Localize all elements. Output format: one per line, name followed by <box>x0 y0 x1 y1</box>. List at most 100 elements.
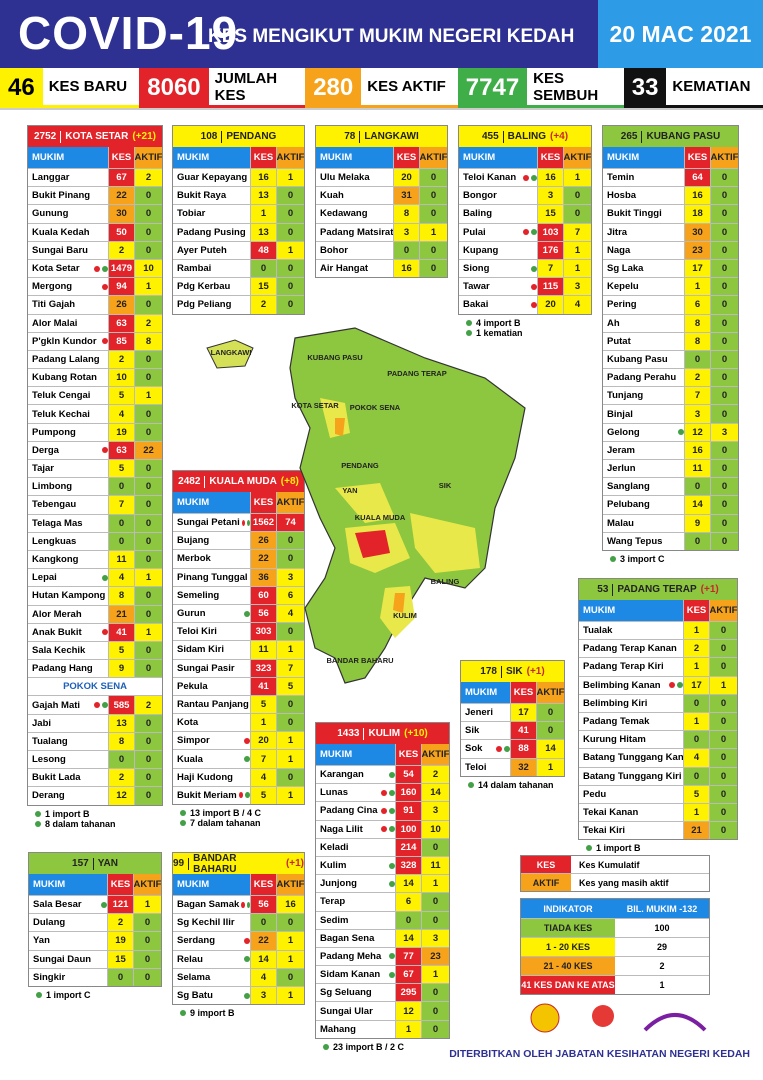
aktif-cell: 0 <box>134 660 162 678</box>
column-header: MUKIM KES AKTIF <box>316 744 449 765</box>
aktif-cell: 0 <box>133 932 161 950</box>
table-row: Lunas 160 14 <box>316 783 449 802</box>
kes-cell: 26 <box>108 296 134 314</box>
mukim-cell: Sg Laka <box>603 260 684 277</box>
column-header: MUKIM KES AKTIF <box>173 874 304 895</box>
kes-cell: 19 <box>108 423 134 441</box>
mukim-cell: Jeneri <box>461 704 510 721</box>
kes-cell: 54 <box>395 766 421 784</box>
kes-cell: 303 <box>250 623 276 641</box>
note: 1 import B <box>584 843 738 853</box>
mukim-cell: Derga <box>28 442 108 459</box>
mukim-cell: Serdang <box>173 932 250 949</box>
district: 108 PENDANG MUKIM KES AKTIF Guar Kepayang 16 1 B… <box>172 125 305 315</box>
mukim-name: Sg Seluang <box>320 987 372 999</box>
aktif-cell: 1 <box>536 758 564 776</box>
col-mukim: MUKIM <box>461 682 510 703</box>
aktif-cell: 1 <box>276 241 304 259</box>
district-new: (+1) <box>526 666 545 677</box>
note: 23 import B / 2 C <box>321 1042 450 1052</box>
mukim-cell: Bakai <box>459 296 537 313</box>
table-row: Rambai 0 0 <box>173 258 304 278</box>
district-header: 1433 KULIM (+10) <box>316 723 449 744</box>
col-mukim: MUKIM <box>28 147 108 168</box>
kes-cell: 6 <box>684 296 710 314</box>
mukim-cell: Padang Matsirat <box>316 224 393 241</box>
mukim-name: Kepelu <box>607 281 639 293</box>
table-row: Tawar 115 3 <box>459 277 591 296</box>
kes-cell: 15 <box>107 950 133 968</box>
col-aktif: AKTIF <box>133 874 161 895</box>
note-bullet <box>586 845 592 852</box>
aktif-cell: 0 <box>709 622 737 640</box>
aktif-cell: 0 <box>710 259 738 278</box>
note: 7 dalam tahanan <box>178 818 305 828</box>
col-kes: KES <box>537 147 563 168</box>
note: 13 import B / 4 C <box>178 808 305 818</box>
table-row: Teloi Kanan 16 1 <box>459 168 591 187</box>
stat-label: KES AKTIF <box>361 68 458 108</box>
note-bullet <box>466 319 472 326</box>
kes-cell: 8 <box>108 732 134 750</box>
mukim-cell: Padang Meha <box>316 948 395 965</box>
mukim-cell: Lesong <box>28 751 108 768</box>
kes-cell: 56 <box>250 604 276 623</box>
kes-cell: 2 <box>250 296 276 314</box>
aktif-cell: 0 <box>709 731 737 749</box>
aktif-cell: 0 <box>134 514 162 532</box>
kes-cell: 4 <box>250 768 276 786</box>
mukim-cell: Limbong <box>28 478 108 495</box>
kes-cell: 1562 <box>250 514 276 532</box>
kes-cell: 12 <box>684 423 710 441</box>
col-mukim: MUKIM <box>173 147 250 168</box>
notes: 1 import C <box>28 990 162 1000</box>
column-header: MUKIM KES AKTIF <box>579 600 737 621</box>
map-area <box>335 418 345 436</box>
aktif-cell: 0 <box>710 460 738 478</box>
note: 1 import C <box>34 990 162 1000</box>
note-text: 1 import B <box>596 843 641 854</box>
case-marker <box>101 901 107 908</box>
table-row: Tualak 1 0 <box>579 621 737 640</box>
case-marker <box>244 737 250 744</box>
mukim-name: Batang Tunggang Kanan <box>583 752 683 764</box>
map: LANGKAWI KUBANG PASU PADANG TERAP KOTA SETA… <box>206 327 526 684</box>
mukim-name: Belimbing Kiri <box>583 697 648 709</box>
district-table: 99 BANDAR BAHARU (+1) MUKIM KES AKTIF Bagan Sa… <box>172 852 305 1006</box>
stat-value: 8060 <box>139 68 209 108</box>
indicator-row: TIADA KES 100 <box>521 918 709 937</box>
mukim-name: Langgar <box>32 172 70 184</box>
table-row: Kuala 7 1 <box>173 749 304 768</box>
table-row: Padang Pusing 13 0 <box>173 222 304 241</box>
kes-cell: 8 <box>108 587 134 605</box>
col-kes: KES <box>250 147 276 168</box>
map-label: KOTA SETAR <box>291 401 339 410</box>
table-row: Hutan Kampong 8 0 <box>28 586 162 605</box>
kes-cell: 41 <box>108 623 134 641</box>
mukim-name: Tekai Kiri <box>583 825 626 837</box>
mukim-cell: Tawar <box>459 278 537 295</box>
indicator-label: 41 KES DAN KE ATAS <box>521 976 615 994</box>
aktif-cell: 0 <box>709 712 737 731</box>
mukim-cell: Pering <box>603 296 684 313</box>
kes-cell: 160 <box>395 784 421 802</box>
district-new: (+1) <box>285 858 304 869</box>
mukim-cell: Derang <box>28 787 108 804</box>
kes-cell: 18 <box>684 205 710 223</box>
district: 53 PADANG TERAP (+1) MUKIM KES AKTIF Tualak 1 0 P… <box>578 578 738 853</box>
aktif-cell: 0 <box>133 914 161 932</box>
mukim-name: Tajar <box>32 463 55 475</box>
table-row: Bongor 3 0 <box>459 186 591 205</box>
aktif-cell: 1 <box>709 676 737 694</box>
kes-cell: 1 <box>683 622 709 640</box>
column-header: MUKIM KES AKTIF <box>29 874 161 895</box>
mukim-cell: Binjal <box>603 405 684 422</box>
aktif-cell: 0 <box>421 1020 449 1038</box>
mukim-name: Guar Kepayang <box>177 172 248 184</box>
aktif-cell: 3 <box>421 802 449 820</box>
stat-value: 46 <box>0 68 43 108</box>
aktif-cell: 0 <box>709 785 737 803</box>
table-row: Sok 88 14 <box>461 739 564 758</box>
aktif-cell: 16 <box>276 896 304 914</box>
mukim-name: P'gkln Kundor <box>32 335 97 347</box>
